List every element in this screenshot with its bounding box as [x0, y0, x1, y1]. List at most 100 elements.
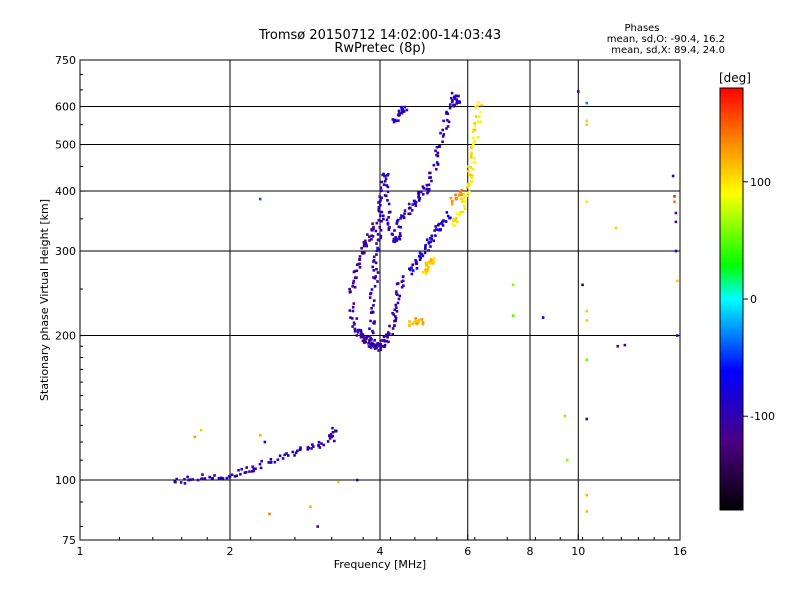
- echo-point: [425, 261, 429, 265]
- echo-point: [392, 313, 396, 316]
- echo-point: [398, 232, 402, 235]
- echo-point: [430, 237, 434, 241]
- colorbar-ticks: 100 0 -100: [743, 176, 775, 423]
- echo-point: [449, 216, 452, 220]
- echo-point: [411, 263, 414, 267]
- echo-point: [469, 156, 473, 159]
- echo-point: [387, 227, 391, 230]
- echo-point: [384, 339, 388, 343]
- echo-point: [450, 222, 454, 226]
- echo-point: [367, 342, 370, 345]
- echo-point: [380, 196, 383, 200]
- echo-point: [386, 331, 390, 334]
- echo-point: [459, 190, 462, 194]
- echo-point: [396, 218, 400, 222]
- isolated-echo-point: [585, 510, 589, 513]
- echo-point: [471, 136, 475, 140]
- echo-point: [372, 343, 375, 346]
- echo-point: [382, 335, 386, 339]
- echo-point: [395, 306, 398, 310]
- echo-point: [429, 258, 433, 262]
- echo-point: [196, 478, 200, 482]
- echo-point: [364, 241, 367, 245]
- echo-point: [468, 183, 471, 187]
- gridlines: [80, 60, 680, 540]
- echo-point: [367, 335, 371, 338]
- echo-point: [351, 285, 354, 288]
- echo-point: [442, 219, 445, 222]
- echo-point: [420, 318, 424, 321]
- echo-point: [356, 328, 360, 332]
- echo-point: [353, 327, 357, 331]
- echo-point: [355, 263, 359, 267]
- isolated-echo-point: [585, 417, 589, 421]
- echo-point: [409, 206, 412, 210]
- echo-point: [434, 225, 438, 228]
- data-points: [173, 90, 679, 528]
- echo-point: [414, 258, 417, 262]
- echo-point: [374, 261, 378, 265]
- echo-point: [405, 108, 409, 112]
- echo-point: [371, 265, 375, 269]
- isolated-echo-point: [585, 200, 589, 204]
- echo-point: [402, 110, 406, 113]
- echo-point: [377, 205, 381, 209]
- isolated-echo-point: [623, 343, 627, 347]
- echo-point: [377, 344, 381, 348]
- echo-point: [456, 220, 459, 224]
- echo-point: [447, 120, 451, 124]
- echo-point: [428, 171, 431, 175]
- echo-point: [353, 285, 357, 289]
- isolated-echo-point: [263, 440, 267, 444]
- echo-point: [400, 111, 403, 115]
- echo-point: [455, 98, 459, 102]
- echo-point: [429, 245, 432, 248]
- echo-point: [353, 322, 356, 326]
- echo-point: [454, 218, 457, 222]
- echo-point: [441, 135, 445, 138]
- y-tick-label: 100: [55, 474, 76, 487]
- echo-point: [369, 336, 372, 340]
- echo-point: [211, 477, 215, 480]
- echo-point: [393, 308, 397, 312]
- y-tick-label: 300: [55, 245, 76, 258]
- echo-point: [376, 246, 379, 250]
- echo-point: [395, 239, 399, 242]
- y-tick-label: 400: [55, 185, 76, 198]
- echo-point: [351, 281, 355, 285]
- echo-point: [393, 118, 397, 122]
- echo-point: [358, 266, 362, 269]
- echo-point: [382, 338, 386, 342]
- echo-point: [442, 119, 445, 123]
- echo-point: [291, 450, 295, 454]
- echo-point: [402, 284, 405, 287]
- echo-point: [425, 183, 429, 187]
- echo-point: [355, 276, 358, 279]
- echo-point: [352, 302, 356, 305]
- echo-point: [411, 203, 415, 206]
- echo-point: [350, 317, 354, 320]
- echo-point: [397, 297, 401, 301]
- echo-point: [446, 214, 450, 218]
- isolated-echo-point: [585, 123, 589, 126]
- isolated-echo-point: [511, 283, 515, 287]
- echo-point: [458, 213, 462, 217]
- echo-point: [384, 177, 388, 181]
- echo-point: [421, 193, 425, 196]
- echo-point: [278, 454, 282, 458]
- echo-point: [273, 460, 277, 464]
- echo-point: [402, 216, 406, 220]
- echo-point: [240, 467, 244, 471]
- isolated-echo-point: [316, 525, 320, 528]
- echo-point: [322, 443, 326, 447]
- echo-point: [434, 234, 437, 237]
- echo-point: [475, 104, 479, 108]
- echo-point: [332, 439, 336, 443]
- echo-point: [480, 103, 483, 107]
- echo-point: [377, 239, 380, 242]
- echo-point: [382, 217, 385, 221]
- echo-point: [372, 299, 376, 302]
- echo-point: [353, 269, 357, 273]
- echo-point: [380, 219, 383, 223]
- echo-point: [429, 237, 432, 240]
